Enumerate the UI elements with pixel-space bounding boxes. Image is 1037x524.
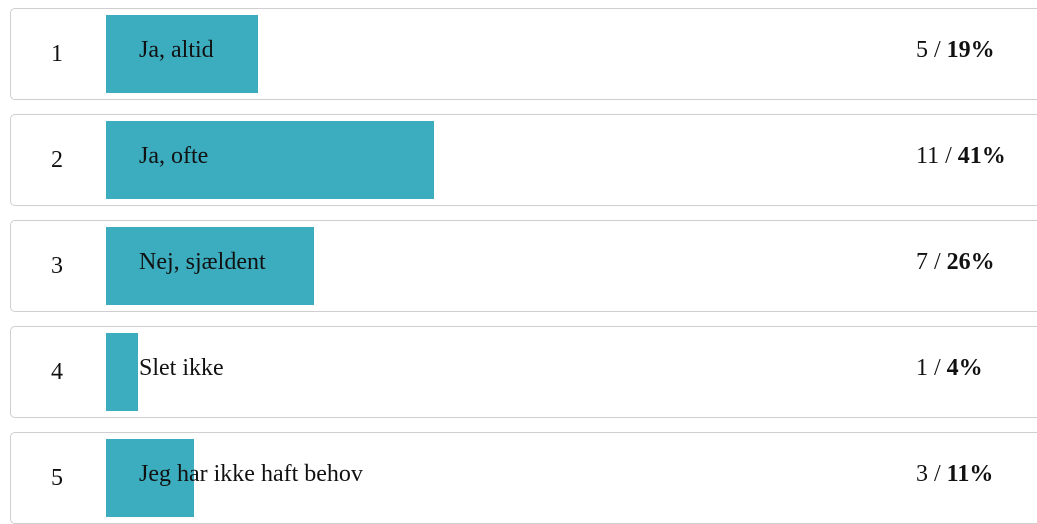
response-percent: 19%: [946, 36, 995, 63]
separator: /: [945, 142, 952, 169]
response-percent: 11%: [946, 460, 994, 487]
response-row: 5 Jeg har ikke haft behov 3/11%: [10, 432, 1037, 524]
response-row: 4 Slet ikke 1/4%: [10, 326, 1037, 418]
percentage-bar: [106, 333, 138, 411]
answer-label: Ja, ofte: [139, 142, 209, 169]
response-percent: 41%: [957, 142, 1006, 169]
percentage-bar: [106, 227, 314, 305]
response-row: 3 Nej, sjældent 7/26%: [10, 220, 1037, 312]
count-percent: 7/26%: [916, 217, 995, 307]
answer-label: Nej, sjældent: [139, 248, 266, 275]
separator: /: [934, 36, 941, 63]
response-percent: 26%: [946, 248, 995, 275]
separator: /: [934, 460, 941, 487]
response-percent: 4%: [946, 354, 983, 381]
count-percent: 11/41%: [916, 111, 1006, 201]
row-rank: 2: [51, 146, 63, 173]
row-rank: 5: [51, 464, 63, 491]
percentage-bar: [106, 439, 194, 517]
answer-label: Ja, altid: [139, 36, 214, 63]
separator: /: [934, 354, 941, 381]
row-rank: 1: [51, 40, 63, 67]
row-rank: 3: [51, 252, 63, 279]
response-row: 2 Ja, ofte 11/41%: [10, 114, 1037, 206]
separator: /: [934, 248, 941, 275]
count-percent: 5/19%: [916, 5, 995, 95]
percentage-bar: [106, 121, 434, 199]
answer-label: Jeg har ikke haft behov: [139, 460, 363, 487]
response-count: 5: [916, 36, 928, 63]
response-count: 11: [916, 142, 940, 169]
response-count: 3: [916, 460, 928, 487]
percentage-bar: [106, 15, 258, 93]
answer-label: Slet ikke: [139, 354, 224, 381]
count-percent: 3/11%: [916, 429, 993, 519]
count-percent: 1/4%: [916, 323, 983, 413]
response-count: 7: [916, 248, 928, 275]
response-row: 1 Ja, altid 5/19%: [10, 8, 1037, 100]
row-rank: 4: [51, 358, 63, 385]
response-count: 1: [916, 354, 928, 381]
